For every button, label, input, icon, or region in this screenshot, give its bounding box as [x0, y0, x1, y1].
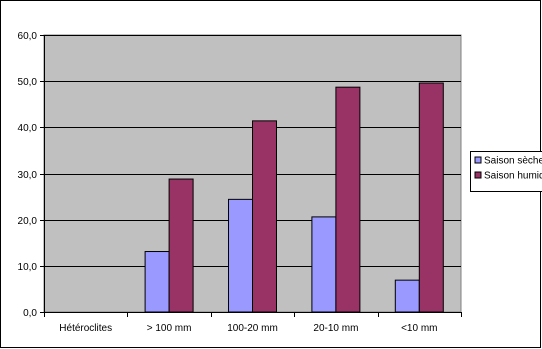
x-tick-label: 20-10 mm	[313, 323, 358, 334]
y-tick-label: 30,0	[18, 170, 38, 181]
legend-swatch	[474, 171, 482, 179]
legend-entry: Saison sèche	[484, 156, 542, 167]
bar-humide	[335, 86, 361, 313]
bar-humide	[252, 120, 277, 313]
bar-seche	[228, 198, 253, 313]
x-tick-label: <10 mm	[401, 323, 437, 334]
legend: Saison sèche Saison humide	[470, 151, 542, 192]
y-tick-label: 10,0	[18, 262, 38, 273]
bars	[144, 82, 444, 313]
y-tick-label: 50,0	[18, 77, 38, 88]
legend-box	[470, 151, 542, 192]
bar-seche	[311, 216, 337, 313]
y-tick-label: 20,0	[18, 216, 38, 227]
bar-seche	[144, 251, 170, 313]
legend-swatch	[474, 156, 482, 164]
x-tick-label: 100-20 mm	[227, 323, 278, 334]
y-tick-label: 40,0	[18, 123, 38, 134]
axes: 0,0 10,0 20,0 30,0 40,0 50,0 60,0 Hétéroclites >…	[18, 31, 462, 334]
y-tick-label: 60,0	[18, 31, 38, 42]
x-tick-label: > 100 mm	[147, 323, 192, 334]
legend-entry: Saison humide	[484, 171, 542, 182]
bar-humide	[168, 178, 194, 313]
bar-humide	[418, 82, 444, 313]
bar-seche	[394, 279, 420, 313]
x-tick-label: Hétéroclites	[59, 323, 112, 334]
y-tick-label: 0,0	[23, 308, 37, 319]
